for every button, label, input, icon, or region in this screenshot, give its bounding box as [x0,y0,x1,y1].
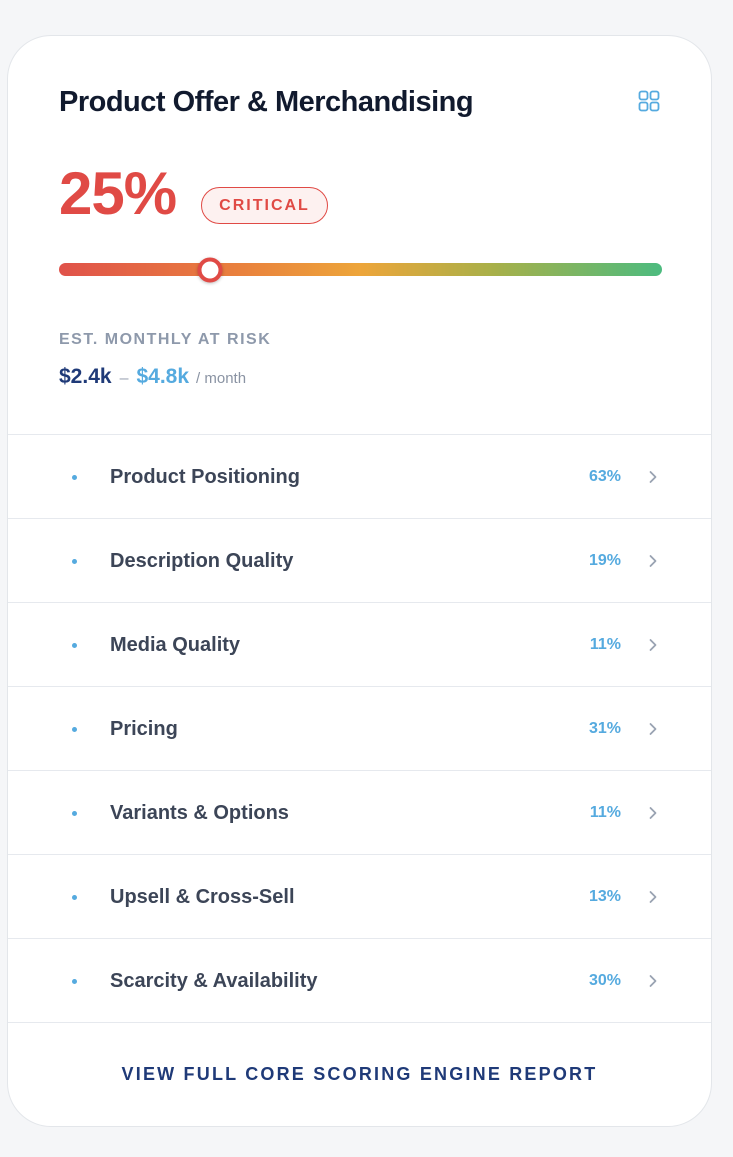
score-card: Product Offer & Merchandising 25% CRITIC… [7,35,712,1127]
item-label: Pricing [110,718,178,740]
chevron-right-icon [649,723,657,735]
risk-unit: / month [196,370,247,387]
score-marker [197,257,223,282]
item-label: Description Quality [110,550,294,572]
item-percent: 30% [588,972,621,989]
chevron-right-icon [649,891,657,903]
list-item[interactable]: Variants & Options 11% [8,771,711,855]
chevron-right-icon [649,975,657,987]
bullet-dot [72,895,77,900]
risk-range: $2.4k – $4.8k / month [59,365,246,389]
chevron-right-icon [649,807,657,819]
item-label: Variants & Options [110,802,289,824]
bullet-dot [72,559,77,564]
bullet-dot [72,643,77,648]
list-item[interactable]: Media Quality 11% [8,603,711,687]
bullet-dot [72,475,77,480]
list-item[interactable]: Scarcity & Availability 30% [8,939,711,1023]
grid-icon[interactable] [638,90,660,112]
item-percent: 11% [589,804,621,821]
item-percent: 31% [588,720,621,737]
card-title: Product Offer & Merchandising [59,86,474,118]
item-percent: 11% [589,636,621,653]
chevron-right-icon [649,471,657,483]
item-percent: 13% [588,888,621,905]
view-full-report-link[interactable]: VIEW FULL CORE SCORING ENGINE REPORT [121,1064,598,1084]
item-label: Upsell & Cross-Sell [110,886,295,908]
list-item[interactable]: Upsell & Cross-Sell 13% [8,855,711,939]
score-value: 25% [59,160,177,227]
chevron-right-icon [649,639,657,651]
category-list: Product Positioning 63% Description Qual… [8,434,711,1023]
bullet-dot [72,979,77,984]
item-label: Scarcity & Availability [110,970,318,992]
risk-high-value: $4.8k [136,365,190,388]
bullet-dot [72,811,77,816]
item-label: Product Positioning [110,466,300,488]
item-percent: 63% [588,468,621,485]
chevron-right-icon [649,555,657,567]
risk-separator: – [119,370,129,387]
list-item[interactable]: Pricing 31% [8,687,711,771]
score-gradient-bar [59,257,662,282]
risk-label: EST. MONTHLY AT RISK [59,331,272,348]
item-percent: 19% [588,552,621,569]
bullet-dot [72,727,77,732]
item-label: Media Quality [110,634,241,656]
list-item[interactable]: Description Quality 19% [8,519,711,603]
status-badge: CRITICAL [201,187,328,224]
list-item[interactable]: Product Positioning 63% [8,435,711,519]
risk-low-value: $2.4k [59,365,112,388]
